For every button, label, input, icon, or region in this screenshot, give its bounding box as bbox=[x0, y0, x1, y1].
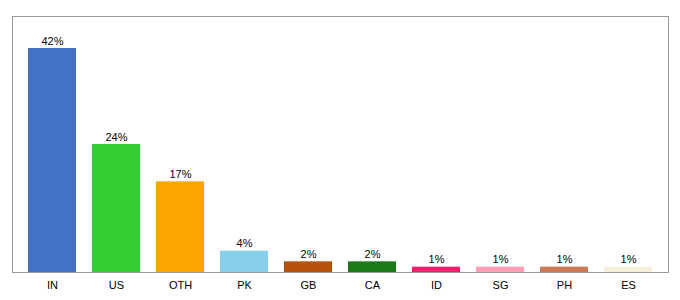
svg-text:CA: CA bbox=[365, 279, 381, 291]
svg-text:IN: IN bbox=[47, 279, 58, 291]
svg-text:GB: GB bbox=[301, 279, 317, 291]
svg-text:1%: 1% bbox=[429, 253, 445, 265]
svg-text:ID: ID bbox=[431, 279, 442, 291]
svg-text:24%: 24% bbox=[105, 131, 127, 143]
svg-text:OTH: OTH bbox=[169, 279, 192, 291]
svg-text:2%: 2% bbox=[301, 248, 317, 260]
svg-text:US: US bbox=[109, 279, 124, 291]
svg-text:2%: 2% bbox=[365, 248, 381, 260]
svg-text:1%: 1% bbox=[493, 253, 509, 265]
svg-text:PK: PK bbox=[237, 279, 252, 291]
svg-text:17%: 17% bbox=[169, 168, 191, 180]
svg-text:ES: ES bbox=[621, 279, 636, 291]
svg-text:4%: 4% bbox=[237, 237, 253, 249]
svg-text:1%: 1% bbox=[557, 253, 573, 265]
svg-text:PH: PH bbox=[557, 279, 572, 291]
svg-text:42%: 42% bbox=[41, 35, 63, 47]
svg-text:1%: 1% bbox=[621, 253, 637, 265]
svg-text:SG: SG bbox=[493, 279, 509, 291]
